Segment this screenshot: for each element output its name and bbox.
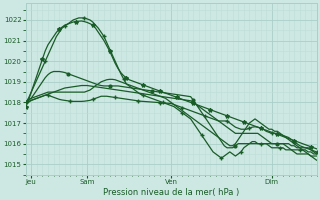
X-axis label: Pression niveau de la mer( hPa ): Pression niveau de la mer( hPa )	[103, 188, 239, 197]
